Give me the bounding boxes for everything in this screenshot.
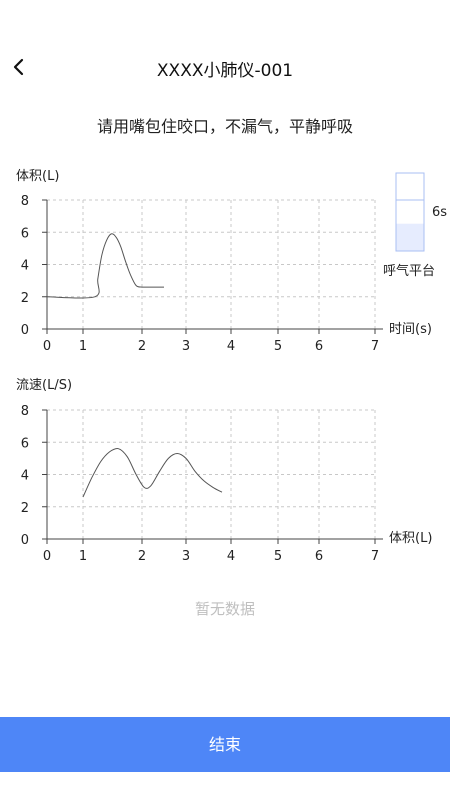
empty-state-text: 暂无数据	[194, 600, 255, 618]
x-tick-label: 3	[182, 339, 190, 354]
indicator-label: 呼气平台	[383, 263, 435, 279]
x-tick-label: 1	[79, 549, 87, 564]
volume-time-chart: 0 2 4 6 8 0 1 2 3 4 5 6 7 体积(L) 时间(s) 6s 呼气平台	[16, 169, 447, 354]
x-tick-label: 4	[227, 549, 235, 564]
finish-button[interactable]: 结束	[0, 717, 450, 772]
y-tick-label: 2	[21, 291, 29, 306]
chart-tick-labels: 0 2 4 6 8 0 1 2 3 4 5 6 7	[21, 404, 379, 564]
x-tick-label: 1	[79, 339, 87, 354]
chart-grid	[47, 199, 376, 329]
chart-tick-labels: 0 2 4 6 8 0 1 2 3 4 5 6 7	[21, 194, 379, 354]
y-axis-label: 体积(L)	[16, 169, 59, 184]
series-line	[82, 448, 223, 498]
indicator-fill	[396, 223, 424, 251]
x-tick-label: 7	[371, 339, 379, 354]
x-tick-label: 3	[182, 549, 190, 564]
y-tick-label: 4	[21, 259, 29, 274]
x-tick-label: 4	[227, 339, 235, 354]
series-line	[46, 233, 164, 299]
x-tick-label: 6	[315, 549, 323, 564]
y-tick-label: 6	[21, 226, 29, 241]
chart-grid	[47, 409, 376, 539]
chart-axes	[42, 409, 383, 544]
y-tick-label: 0	[21, 323, 29, 338]
chart-series	[46, 233, 164, 299]
y-axis-label: 流速(L/S)	[16, 378, 72, 393]
instruction-text: 请用嘴包住咬口，不漏气，平静呼吸	[96, 117, 353, 136]
x-axis-label: 体积(L)	[389, 531, 432, 546]
back-arrow-icon[interactable]	[6, 52, 34, 82]
x-tick-label: 5	[274, 339, 282, 354]
indicator-duration: 6s	[432, 205, 447, 220]
y-tick-label: 0	[21, 533, 29, 548]
x-axis-label: 时间(s)	[389, 322, 432, 337]
y-tick-label: 2	[21, 501, 29, 516]
x-tick-label: 7	[371, 549, 379, 564]
x-tick-label: 5	[274, 549, 282, 564]
y-tick-label: 4	[21, 469, 29, 484]
y-tick-label: 6	[21, 436, 29, 451]
y-tick-label: 8	[21, 194, 29, 209]
y-tick-label: 8	[21, 404, 29, 419]
x-tick-label: 2	[138, 549, 146, 564]
header: XXXX小肺仪-001	[0, 44, 450, 90]
page-title: XXXX小肺仪-001	[156, 61, 294, 81]
x-tick-label: 0	[43, 549, 51, 564]
x-tick-label: 0	[43, 339, 51, 354]
exhale-plateau-indicator: 6s 呼气平台	[383, 172, 447, 279]
flow-volume-chart: 0 2 4 6 8 0 1 2 3 4 5 6 7 流速(L/S) 体积(L)	[16, 378, 432, 564]
x-tick-label: 2	[138, 339, 146, 354]
chart-axes	[42, 199, 383, 334]
x-tick-label: 6	[315, 339, 323, 354]
chart-series	[82, 448, 223, 498]
